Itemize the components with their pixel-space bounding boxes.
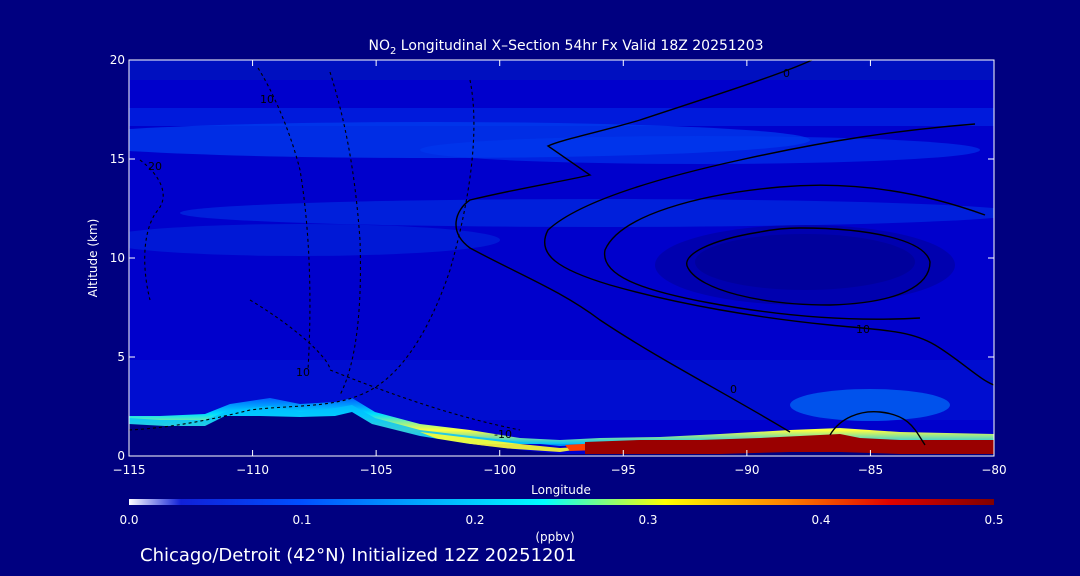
contour-zero xyxy=(455,59,813,433)
x-tick-label: −90 xyxy=(734,463,759,477)
contour-surface xyxy=(829,411,926,446)
colorbar-tick-label: 0.0 xyxy=(119,513,138,527)
contour-lines-negative xyxy=(128,67,521,431)
x-tick-label: −110 xyxy=(236,463,269,477)
y-axis: 0 5 10 15 20 xyxy=(110,53,994,463)
colorbar-tick-label: 0.3 xyxy=(638,513,657,527)
x-tick-label: −100 xyxy=(483,463,516,477)
colorbar-tick-label: 0.5 xyxy=(984,513,1003,527)
contour-lines xyxy=(455,59,995,446)
x-tick-label: −80 xyxy=(981,463,1006,477)
contour-label-zero-lower: 0 xyxy=(730,383,737,396)
y-tick-label: 15 xyxy=(110,152,125,166)
y-tick-label: 20 xyxy=(110,53,125,67)
y-tick-label: 5 xyxy=(117,350,125,364)
contour-label-zero: 0 xyxy=(783,67,790,80)
footer-text: Chicago/Detroit (42°N) Initialized 12Z 2… xyxy=(140,545,576,566)
contour-label-ten: 10 xyxy=(856,323,870,336)
x-tick-label: −85 xyxy=(858,463,883,477)
x-tick-label: −95 xyxy=(611,463,636,477)
high-no2-region xyxy=(585,434,994,456)
chart-title: NO2 Longitudinal X–Section 54hr Fx Valid… xyxy=(368,38,763,57)
y-tick-label: 10 xyxy=(110,251,125,265)
terrain xyxy=(129,412,994,456)
contour-label-twenty: 20 xyxy=(148,160,162,173)
colorbar-tick-label: 0.4 xyxy=(811,513,830,527)
contour-label-minus-ten: -10 xyxy=(494,428,512,441)
colorbar-ticks: 0.0 0.1 0.2 0.3 0.4 0.5 xyxy=(119,513,1003,527)
x-tick-label: −115 xyxy=(113,463,146,477)
colorbar xyxy=(129,499,994,505)
y-axis-label: Altitude (km) xyxy=(86,219,100,298)
colorbar-tick-label: 0.1 xyxy=(292,513,311,527)
colorbar-label: (ppbv) xyxy=(535,530,574,544)
y-tick-label: 0 xyxy=(117,449,125,463)
contour-label-ten-left: 10 xyxy=(296,366,310,379)
contour-ten-mid xyxy=(603,184,986,320)
x-tick-label: −105 xyxy=(360,463,393,477)
no2-field xyxy=(129,60,994,456)
x-axis: −115 −110 −105 −100 −95 −90 −85 −80 xyxy=(113,60,1007,477)
contour-label-ten-upper: 10 xyxy=(260,93,274,106)
contour-ten-outer xyxy=(543,123,995,386)
contour-ten-inner xyxy=(686,227,931,306)
colorbar-tick-label: 0.2 xyxy=(465,513,484,527)
x-axis-label: Longitude xyxy=(531,483,591,497)
